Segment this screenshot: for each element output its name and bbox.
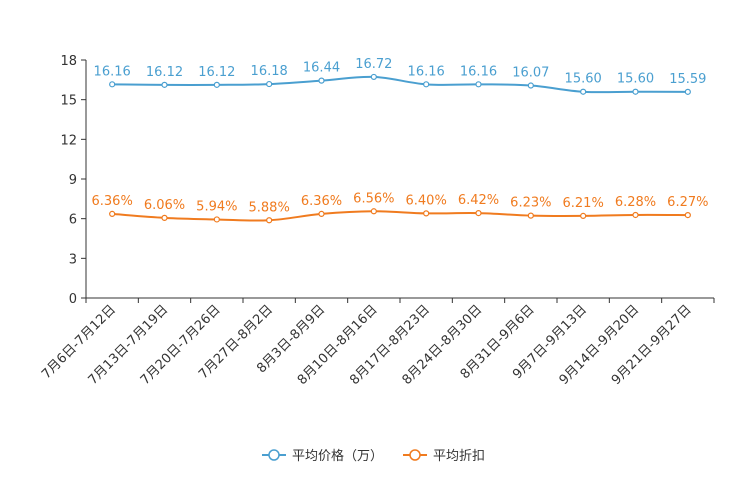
data-point xyxy=(475,210,482,217)
data-point xyxy=(423,81,430,88)
data-label: 16.12 xyxy=(198,65,235,80)
y-tick-label: 3 xyxy=(69,252,77,267)
series-line xyxy=(112,210,688,222)
data-point xyxy=(475,81,482,88)
y-tick-label: 18 xyxy=(60,54,77,69)
series-line xyxy=(112,75,688,94)
data-label: 6.23% xyxy=(510,196,551,211)
legend-marker-icon xyxy=(268,449,280,461)
data-point xyxy=(632,211,639,219)
data-label: 6.36% xyxy=(92,194,133,209)
data-label: 16.16 xyxy=(408,64,445,79)
data-label: 5.94% xyxy=(196,199,237,214)
series-2: 6.36% 6.06% 5.94% 5.88% 6.36% 6.56% 6.40% 6.42%… xyxy=(92,191,708,224)
data-point xyxy=(109,210,116,218)
data-label: 16.72 xyxy=(355,57,392,72)
data-label: 16.16 xyxy=(94,64,131,79)
data-label: 15.60 xyxy=(617,72,654,87)
y-tick-label: 9 xyxy=(69,173,77,188)
data-label: 6.28% xyxy=(615,195,656,210)
legend: 平均价格（万） 平均折扣 xyxy=(262,448,485,464)
y-tick-label: 0 xyxy=(69,292,77,307)
y-tick-label: 12 xyxy=(60,133,77,148)
data-point xyxy=(684,211,691,219)
data-point xyxy=(266,80,273,88)
legend-label: 平均价格（万） xyxy=(292,448,383,464)
data-label: 16.44 xyxy=(303,61,340,76)
data-label: 15.60 xyxy=(565,72,602,87)
data-label: 6.56% xyxy=(353,191,394,206)
series-layer: 16.16 16.12 16.12 16.18 16.44 16.72 16.16 16.16… xyxy=(92,57,708,224)
data-label: 6.06% xyxy=(144,198,185,213)
data-point xyxy=(109,81,116,88)
legend-marker-icon xyxy=(409,449,421,461)
data-point xyxy=(213,81,220,88)
data-label: 6.36% xyxy=(301,194,342,209)
data-point xyxy=(161,81,168,88)
data-point xyxy=(370,208,377,215)
data-point xyxy=(318,210,325,218)
data-label: 16.07 xyxy=(512,66,549,81)
data-label: 15.59 xyxy=(669,72,706,87)
y-tick-label: 15 xyxy=(60,94,77,109)
data-point xyxy=(527,212,534,219)
data-label: 16.18 xyxy=(251,64,288,79)
data-point xyxy=(527,82,534,89)
data-point xyxy=(580,212,587,219)
data-point xyxy=(632,88,639,95)
data-point xyxy=(684,88,691,95)
legend-label: 平均折扣 xyxy=(433,449,485,464)
data-label: 6.40% xyxy=(406,193,447,208)
data-point xyxy=(370,73,377,81)
data-label: 6.27% xyxy=(667,195,708,210)
data-label: 16.16 xyxy=(460,64,497,79)
data-point xyxy=(580,88,587,95)
data-label: 6.21% xyxy=(563,196,604,211)
data-point xyxy=(213,216,220,223)
data-label: 16.12 xyxy=(146,65,183,80)
data-point xyxy=(161,214,168,221)
data-label: 5.88% xyxy=(249,200,290,215)
axes: 03691215187月6日-7月12日7月13日-7月19日7月20日-7月2… xyxy=(39,54,715,388)
data-point xyxy=(266,217,273,224)
data-point xyxy=(318,77,325,84)
data-label: 6.42% xyxy=(458,193,499,208)
y-tick-label: 6 xyxy=(69,213,77,228)
series-1: 16.16 16.12 16.12 16.18 16.44 16.72 16.16 16.16… xyxy=(94,57,706,95)
legend-item-2[interactable]: 平均折扣 xyxy=(403,449,485,464)
legend-item-1[interactable]: 平均价格（万） xyxy=(262,448,383,464)
data-point xyxy=(423,210,430,217)
